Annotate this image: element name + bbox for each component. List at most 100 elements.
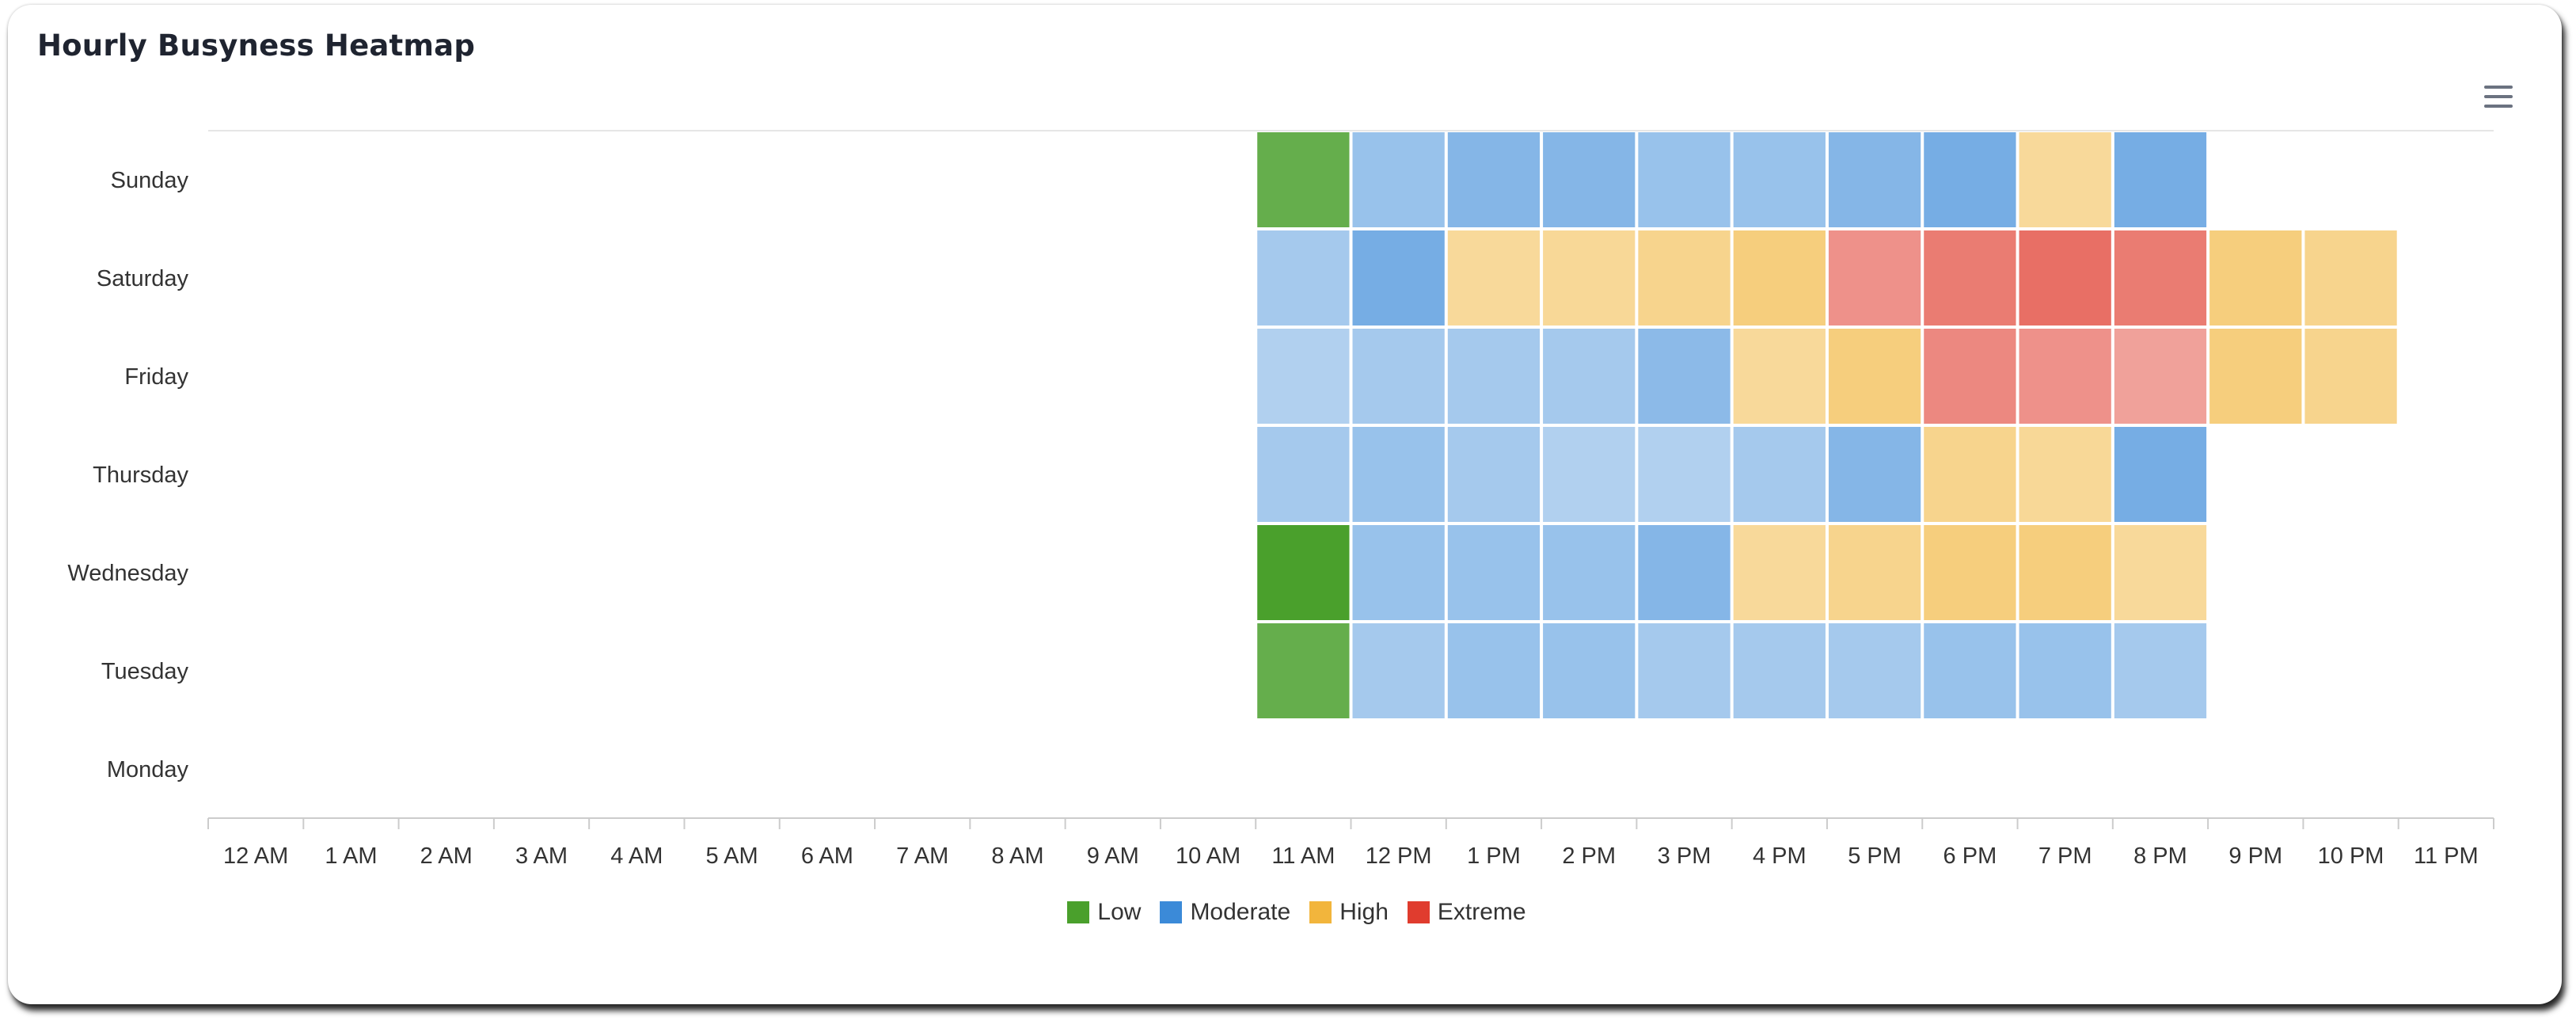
x-tick-label: 10 AM	[1176, 843, 1241, 869]
heatmap-cell	[1257, 230, 1350, 326]
x-tick-label: 1 PM	[1467, 843, 1521, 869]
heatmap-cell	[2304, 230, 2397, 326]
heatmap-cell	[1733, 623, 1826, 718]
x-tick-label: 12 AM	[223, 843, 288, 869]
heatmap-cell	[1828, 623, 1921, 718]
heatmap-cell	[1352, 329, 1445, 424]
heatmap-cell	[1828, 427, 1921, 522]
y-tick-label: Saturday	[97, 266, 189, 291]
heatmap-cell	[1352, 623, 1445, 718]
heatmap-cell	[1924, 525, 2016, 620]
x-tick-label: 3 AM	[515, 843, 568, 869]
heatmap-cell	[1352, 230, 1445, 326]
heatmap-cell	[1257, 427, 1350, 522]
heatmap-cell	[1638, 230, 1731, 326]
heatmap-cell	[1733, 230, 1826, 326]
x-tick-label: 4 AM	[610, 843, 663, 869]
heatmap-cell	[1543, 525, 1636, 620]
legend-item[interactable]: Moderate	[1160, 899, 1290, 926]
heatmap-cell	[1733, 329, 1826, 424]
legend-item[interactable]: High	[1309, 899, 1389, 926]
heatmap-cell	[1352, 525, 1445, 620]
heatmap-cell	[2114, 623, 2207, 718]
heatmap-cell	[1638, 623, 1731, 718]
x-tick-label: 7 AM	[896, 843, 948, 869]
heatmap-cell	[2019, 132, 2111, 227]
legend-swatch	[1160, 901, 1183, 923]
x-tick-label: 2 AM	[420, 843, 473, 869]
heatmap-cell	[2209, 329, 2302, 424]
legend-item[interactable]: Extreme	[1407, 899, 1526, 926]
legend-item[interactable]: Low	[1067, 899, 1141, 926]
hamburger-menu-icon[interactable]	[2476, 79, 2521, 114]
chart-title: Hourly Busyness Heatmap	[37, 29, 476, 63]
y-tick-label: Monday	[107, 757, 189, 782]
heatmap-cell	[1352, 427, 1445, 522]
heatmap-cell	[2114, 525, 2207, 620]
heatmap-cell	[1257, 525, 1350, 620]
heatmap-cell	[1828, 525, 1921, 620]
y-tick-label: Wednesday	[67, 561, 188, 586]
y-tick-label: Sunday	[111, 168, 189, 193]
x-tick-label: 2 PM	[1562, 843, 1616, 869]
x-tick-label: 8 PM	[2133, 843, 2187, 869]
legend-label: Low	[1097, 899, 1142, 925]
heatmap-cell	[1638, 132, 1731, 227]
heatmap-cell	[1543, 623, 1636, 718]
x-tick-label: 5 AM	[706, 843, 758, 869]
heatmap-cell	[1257, 623, 1350, 718]
legend-label: Extreme	[1437, 899, 1526, 925]
heatmap-cell	[2019, 623, 2111, 718]
x-tick-label: 9 AM	[1087, 843, 1139, 869]
x-tick-label: 10 PM	[2318, 843, 2384, 869]
legend-swatch	[1309, 901, 1332, 923]
heatmap-cell	[1733, 427, 1826, 522]
y-tick-label: Friday	[124, 364, 188, 390]
heatmap-cell	[1828, 230, 1921, 326]
x-tick-label: 1 AM	[325, 843, 377, 869]
heatmap-cell	[1543, 427, 1636, 522]
heatmap-cell	[1924, 230, 2016, 326]
x-tick-label: 6 AM	[801, 843, 853, 869]
heatmap-cell	[1447, 427, 1541, 522]
x-tick-label: 5 PM	[1848, 843, 1902, 869]
heatmap-cell	[1733, 525, 1826, 620]
heatmap-cell	[2019, 427, 2111, 522]
x-tick-label: 12 PM	[1366, 843, 1432, 869]
heatmap-cell	[1257, 329, 1350, 424]
legend-label: High	[1339, 899, 1389, 925]
heatmap-cell	[2019, 525, 2111, 620]
heatmap-cell	[2114, 427, 2207, 522]
heatmap-cell	[2114, 132, 2207, 227]
heatmap-cell	[1447, 132, 1541, 227]
heatmap-cell	[1447, 230, 1541, 326]
x-tick-label: 7 PM	[2038, 843, 2092, 869]
heatmap-cell	[1638, 525, 1731, 620]
heatmap-cell	[1447, 623, 1541, 718]
heatmap-cell	[1733, 132, 1826, 227]
heatmap-cell	[2304, 329, 2397, 424]
heatmap-cell	[2019, 230, 2111, 326]
heatmap-cell	[1924, 132, 2016, 227]
x-tick-label: 4 PM	[1753, 843, 1807, 869]
legend: Low Moderate High Extreme	[0, 897, 2576, 928]
x-tick-label: 9 PM	[2228, 843, 2282, 869]
heatmap-cell	[1638, 329, 1731, 424]
heatmap-cell	[1924, 427, 2016, 522]
heatmap-cell	[1924, 623, 2016, 718]
heatmap-cell	[1543, 230, 1636, 326]
x-tick-label: 8 AM	[991, 843, 1043, 869]
heatmap-cell	[2209, 230, 2302, 326]
heatmap-cell	[1924, 329, 2016, 424]
heatmap-cell	[1543, 329, 1636, 424]
legend-label: Moderate	[1190, 899, 1291, 925]
heatmap-cell	[2114, 230, 2207, 326]
legend-swatch	[1067, 901, 1090, 923]
y-tick-label: Tuesday	[101, 659, 189, 684]
x-tick-label: 11 PM	[2414, 843, 2479, 869]
x-tick-label: 6 PM	[1943, 843, 1997, 869]
heatmap-cell	[2019, 329, 2111, 424]
x-tick-label: 3 PM	[1658, 843, 1712, 869]
heatmap-cell	[1828, 329, 1921, 424]
y-tick-label: Thursday	[93, 463, 188, 488]
